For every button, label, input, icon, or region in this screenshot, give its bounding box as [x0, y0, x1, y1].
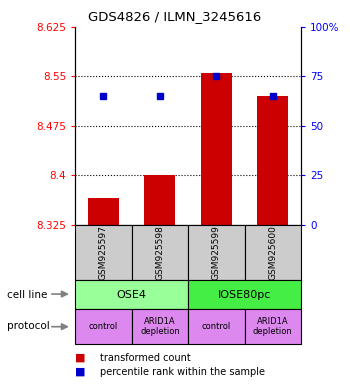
Bar — [75, 280, 188, 309]
Bar — [201, 73, 232, 225]
Text: GSM925597: GSM925597 — [99, 225, 108, 280]
Text: control: control — [89, 322, 118, 331]
Bar — [188, 280, 301, 309]
Bar — [188, 225, 245, 280]
Bar — [257, 96, 288, 225]
Text: IOSE80pc: IOSE80pc — [218, 290, 271, 300]
Text: control: control — [202, 322, 231, 331]
Text: transformed count: transformed count — [100, 353, 190, 363]
Text: GSM925598: GSM925598 — [155, 225, 164, 280]
Bar — [75, 309, 132, 344]
Bar — [245, 309, 301, 344]
Bar — [245, 225, 301, 280]
Text: protocol: protocol — [7, 321, 50, 331]
Text: cell line: cell line — [7, 290, 47, 300]
Text: OSE4: OSE4 — [117, 290, 147, 300]
Bar — [188, 309, 245, 344]
Text: ARID1A
depletion: ARID1A depletion — [140, 317, 180, 336]
Bar — [132, 309, 188, 344]
Text: GSM925599: GSM925599 — [212, 225, 221, 280]
Bar — [132, 225, 188, 280]
Bar — [145, 175, 175, 225]
Text: GDS4826 / ILMN_3245616: GDS4826 / ILMN_3245616 — [88, 10, 262, 23]
Text: ARID1A
depletion: ARID1A depletion — [253, 317, 293, 336]
Text: GSM925600: GSM925600 — [268, 225, 277, 280]
Text: ■: ■ — [75, 353, 86, 363]
Bar — [75, 225, 132, 280]
Text: percentile rank within the sample: percentile rank within the sample — [100, 367, 265, 377]
Bar — [88, 198, 119, 225]
Text: ■: ■ — [75, 367, 86, 377]
